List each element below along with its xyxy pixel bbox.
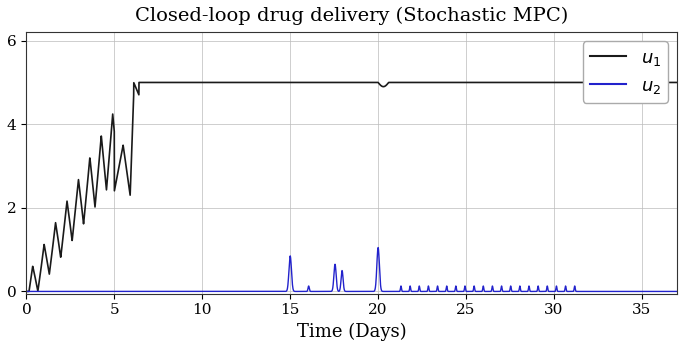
Legend: $u_1$, $u_2$: $u_1$, $u_2$ — [583, 41, 668, 103]
Title: Closed-loop drug delivery (Stochastic MPC): Closed-loop drug delivery (Stochastic MP… — [135, 7, 568, 25]
X-axis label: Time (Days): Time (Days) — [297, 323, 406, 341]
